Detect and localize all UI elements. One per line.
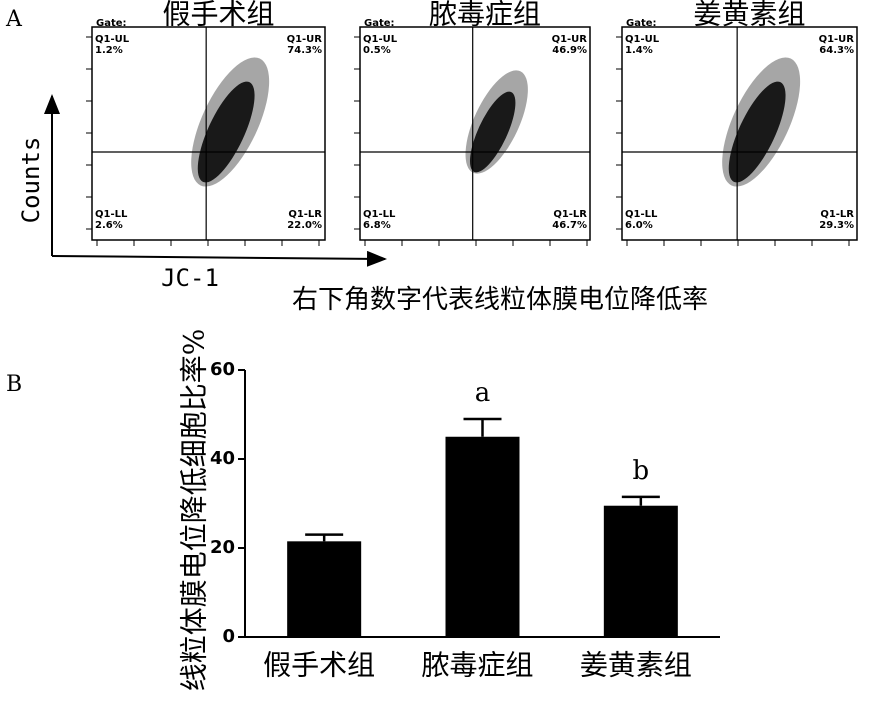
plot-title: 姜黄素组 bbox=[693, 0, 805, 31]
quadrant-name: Q1-UR bbox=[552, 34, 588, 45]
y-tick-label: 0 bbox=[222, 626, 235, 647]
annotation: a bbox=[475, 378, 491, 408]
quadrant-name: Q1-LR bbox=[820, 209, 854, 220]
y-axis-label: Counts bbox=[17, 137, 45, 224]
quadrant-name: Q1-UL bbox=[95, 34, 130, 45]
event-cloud bbox=[728, 81, 786, 183]
panel-label: B bbox=[6, 372, 22, 397]
annotation: b bbox=[633, 456, 650, 486]
quadrant-name: Q1-LL bbox=[625, 209, 658, 220]
x-tick-label: 脓毒症组 bbox=[421, 649, 533, 682]
y-tick-label: 40 bbox=[210, 448, 235, 469]
y-tick-label: 60 bbox=[210, 359, 235, 380]
quadrant-percent: 64.3% bbox=[819, 45, 854, 56]
gate-label: Gate: bbox=[96, 18, 127, 29]
quadrant-percent: 1.4% bbox=[625, 45, 653, 56]
gate-label: Gate: bbox=[364, 18, 395, 29]
event-cloud bbox=[197, 81, 255, 183]
quadrant-name: Q1-LR bbox=[288, 209, 322, 220]
quadrant-percent: 29.3% bbox=[819, 220, 854, 231]
bar bbox=[445, 436, 520, 637]
panel-label: A bbox=[5, 7, 23, 32]
quadrant-name: Q1-LL bbox=[95, 209, 128, 220]
x-arrow bbox=[51, 250, 387, 267]
quadrant-percent: 6.8% bbox=[363, 220, 391, 231]
y-tick-label: 20 bbox=[210, 537, 235, 558]
quadrant-percent: 74.3% bbox=[287, 45, 322, 56]
quadrant-percent: 6.0% bbox=[625, 220, 653, 231]
gate-label: Gate: bbox=[626, 18, 657, 29]
quadrant-percent: 22.0% bbox=[287, 220, 322, 231]
quadrant-percent: 2.6% bbox=[95, 220, 123, 231]
quadrant-name: Q1-UL bbox=[625, 34, 660, 45]
quadrant-name: Q1-UR bbox=[287, 34, 323, 45]
x-tick-label: 假手术组 bbox=[263, 649, 375, 682]
y-axis-label: 线粒体膜电位降低细胞比率% bbox=[178, 329, 211, 692]
quadrant-percent: 46.9% bbox=[552, 45, 587, 56]
quadrant-name: Q1-LR bbox=[553, 209, 587, 220]
plot-title: 脓毒症组 bbox=[429, 0, 541, 31]
quadrant-name: Q1-LL bbox=[363, 209, 396, 220]
quadrant-percent: 1.2% bbox=[95, 45, 123, 56]
plot-title: 假手术组 bbox=[162, 0, 274, 31]
quadrant-name: Q1-UL bbox=[363, 34, 398, 45]
x-axis-label: JC-1 bbox=[161, 264, 219, 292]
quadrant-name: Q1-UR bbox=[819, 34, 855, 45]
bar bbox=[287, 541, 362, 637]
quadrant-percent: 46.7% bbox=[552, 220, 587, 231]
bar bbox=[603, 505, 678, 637]
caption: 右下角数字代表线粒体膜电位降低率 bbox=[292, 285, 708, 315]
quadrant-percent: 0.5% bbox=[363, 45, 391, 56]
x-tick-label: 姜黄素组 bbox=[580, 649, 692, 682]
